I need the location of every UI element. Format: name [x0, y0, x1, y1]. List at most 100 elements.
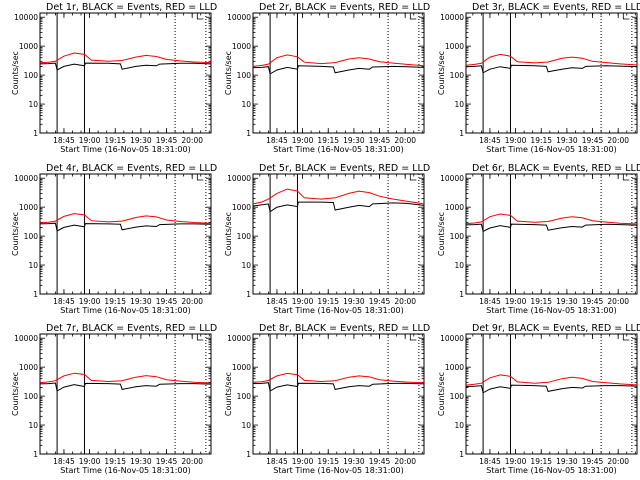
y-tick-label: 1 — [246, 450, 251, 459]
corner-marker — [196, 13, 204, 20]
x-axis-label: Start Time (16-Nov-05 18:31:00) — [273, 466, 403, 475]
x-tick-label: 18:45 — [266, 136, 288, 145]
y-tick-label: 1 — [246, 290, 251, 299]
panel-title: Det 5r, BLACK = Events, RED = LLD — [259, 163, 430, 174]
y-tick-label: 10 — [454, 421, 464, 430]
y-tick-label: 10 — [241, 261, 251, 270]
x-tick-label: 19:15 — [530, 297, 552, 306]
panel-title: Det 1r, BLACK = Events, RED = LLD — [46, 2, 217, 13]
y-tick-label: 100 — [24, 71, 39, 80]
x-tick-label: 19:30 — [130, 457, 152, 466]
plot-frame — [252, 173, 425, 295]
y-tick-label: 1000 — [19, 42, 38, 51]
y-tick-label: 10000 — [227, 334, 251, 343]
x-tick-label: 19:45 — [369, 457, 391, 466]
series-events-black-line — [252, 65, 425, 75]
y-axis-label: Counts/sec — [224, 51, 233, 95]
y-tick-label: 1 — [459, 450, 464, 459]
plot-frame — [252, 333, 425, 455]
y-tick-label: 10000 — [440, 174, 464, 183]
x-tick-label: 19:45 — [582, 136, 604, 145]
x-tick-label: 19:00 — [505, 297, 527, 306]
y-tick-label: 10000 — [14, 334, 38, 343]
panel-det-9: Det 9r, BLACK = Events, RED = LLD 1 10 100 1… — [437, 323, 640, 475]
y-tick-label: 10 — [28, 421, 38, 430]
corner-marker — [196, 174, 204, 181]
y-axis-label: Counts/sec — [437, 51, 446, 95]
x-tick-label: 19:00 — [292, 136, 314, 145]
x-tick-label: 19:45 — [156, 457, 178, 466]
y-tick-label: 10000 — [14, 13, 38, 22]
y-tick-label: 100 — [450, 232, 465, 241]
x-tick-label: 19:30 — [556, 136, 578, 145]
y-tick-label: 10 — [28, 100, 38, 109]
x-tick-label: 18:45 — [479, 297, 501, 306]
series-lld-red-line — [39, 213, 212, 224]
y-tick-label: 100 — [450, 392, 465, 401]
y-tick-label: 1000 — [445, 363, 464, 372]
series-lld-red-line — [465, 213, 638, 225]
y-axis-label: Counts/sec — [11, 51, 20, 95]
x-tick-label: 19:15 — [317, 457, 339, 466]
corner-marker — [409, 13, 417, 20]
x-axis-label: Start Time (16-Nov-05 18:31:00) — [60, 466, 190, 475]
y-tick-label: 10 — [454, 261, 464, 270]
x-tick-label: 19:15 — [530, 457, 552, 466]
y-tick-label: 1000 — [232, 42, 251, 51]
x-tick-label: 19:45 — [369, 297, 391, 306]
x-tick-label: 20:00 — [181, 136, 203, 145]
y-tick-label: 10000 — [227, 174, 251, 183]
y-tick-label: 10000 — [14, 174, 38, 183]
x-tick-label: 19:00 — [79, 136, 101, 145]
x-axis-label: Start Time (16-Nov-05 18:31:00) — [273, 145, 403, 154]
x-tick-label: 20:00 — [394, 297, 416, 306]
y-tick-label: 1000 — [445, 42, 464, 51]
y-tick-label: 1 — [246, 129, 251, 138]
y-axis-label: Counts/sec — [224, 212, 233, 256]
corner-marker — [409, 174, 417, 181]
panel-det-2: Det 2r, BLACK = Events, RED = LLD 1 10 100 1… — [224, 2, 430, 154]
panel-title: Det 8r, BLACK = Events, RED = LLD — [259, 323, 430, 334]
corner-marker — [409, 334, 417, 341]
panel-title: Det 6r, BLACK = Events, RED = LLD — [472, 163, 640, 174]
series-lld-red-line — [39, 372, 212, 384]
x-tick-label: 18:45 — [479, 136, 501, 145]
x-tick-label: 19:30 — [130, 136, 152, 145]
x-tick-label: 19:15 — [317, 136, 339, 145]
series-lld-red-line — [465, 53, 638, 66]
y-axis-label: Counts/sec — [437, 212, 446, 256]
x-tick-label: 19:00 — [505, 136, 527, 145]
x-axis-label: Start Time (16-Nov-05 18:31:00) — [273, 306, 403, 315]
plot-frame — [465, 333, 638, 455]
panel-det-7: Det 7r, BLACK = Events, RED = LLD 1 10 100 1… — [11, 323, 217, 475]
series-lld-red-line — [252, 54, 425, 67]
y-tick-label: 100 — [237, 71, 252, 80]
y-tick-label: 10 — [28, 261, 38, 270]
panel-det-5: Det 5r, BLACK = Events, RED = LLD 1 10 100 1… — [224, 163, 430, 315]
x-tick-label: 18:45 — [266, 457, 288, 466]
series-events-black-line — [465, 384, 638, 394]
x-tick-label: 19:30 — [130, 297, 152, 306]
x-tick-label: 19:45 — [156, 297, 178, 306]
x-tick-label: 19:00 — [505, 457, 527, 466]
series-events-black-line — [465, 64, 638, 74]
y-axis-label: Counts/sec — [437, 372, 446, 416]
series-events-black-line — [39, 62, 212, 71]
x-tick-label: 20:00 — [394, 136, 416, 145]
y-tick-label: 10 — [454, 100, 464, 109]
plot-frame — [465, 12, 638, 134]
x-tick-label: 19:00 — [292, 297, 314, 306]
y-tick-label: 100 — [24, 392, 39, 401]
x-tick-label: 19:45 — [156, 136, 178, 145]
x-tick-label: 19:00 — [79, 297, 101, 306]
x-tick-label: 19:15 — [317, 297, 339, 306]
x-tick-label: 19:45 — [369, 136, 391, 145]
x-tick-label: 18:45 — [53, 297, 75, 306]
panel-title: Det 2r, BLACK = Events, RED = LLD — [259, 2, 430, 13]
y-tick-label: 1 — [33, 450, 38, 459]
corner-marker — [622, 13, 630, 20]
series-lld-red-line — [465, 374, 638, 386]
x-tick-label: 19:15 — [530, 136, 552, 145]
plot-frame — [252, 12, 425, 134]
